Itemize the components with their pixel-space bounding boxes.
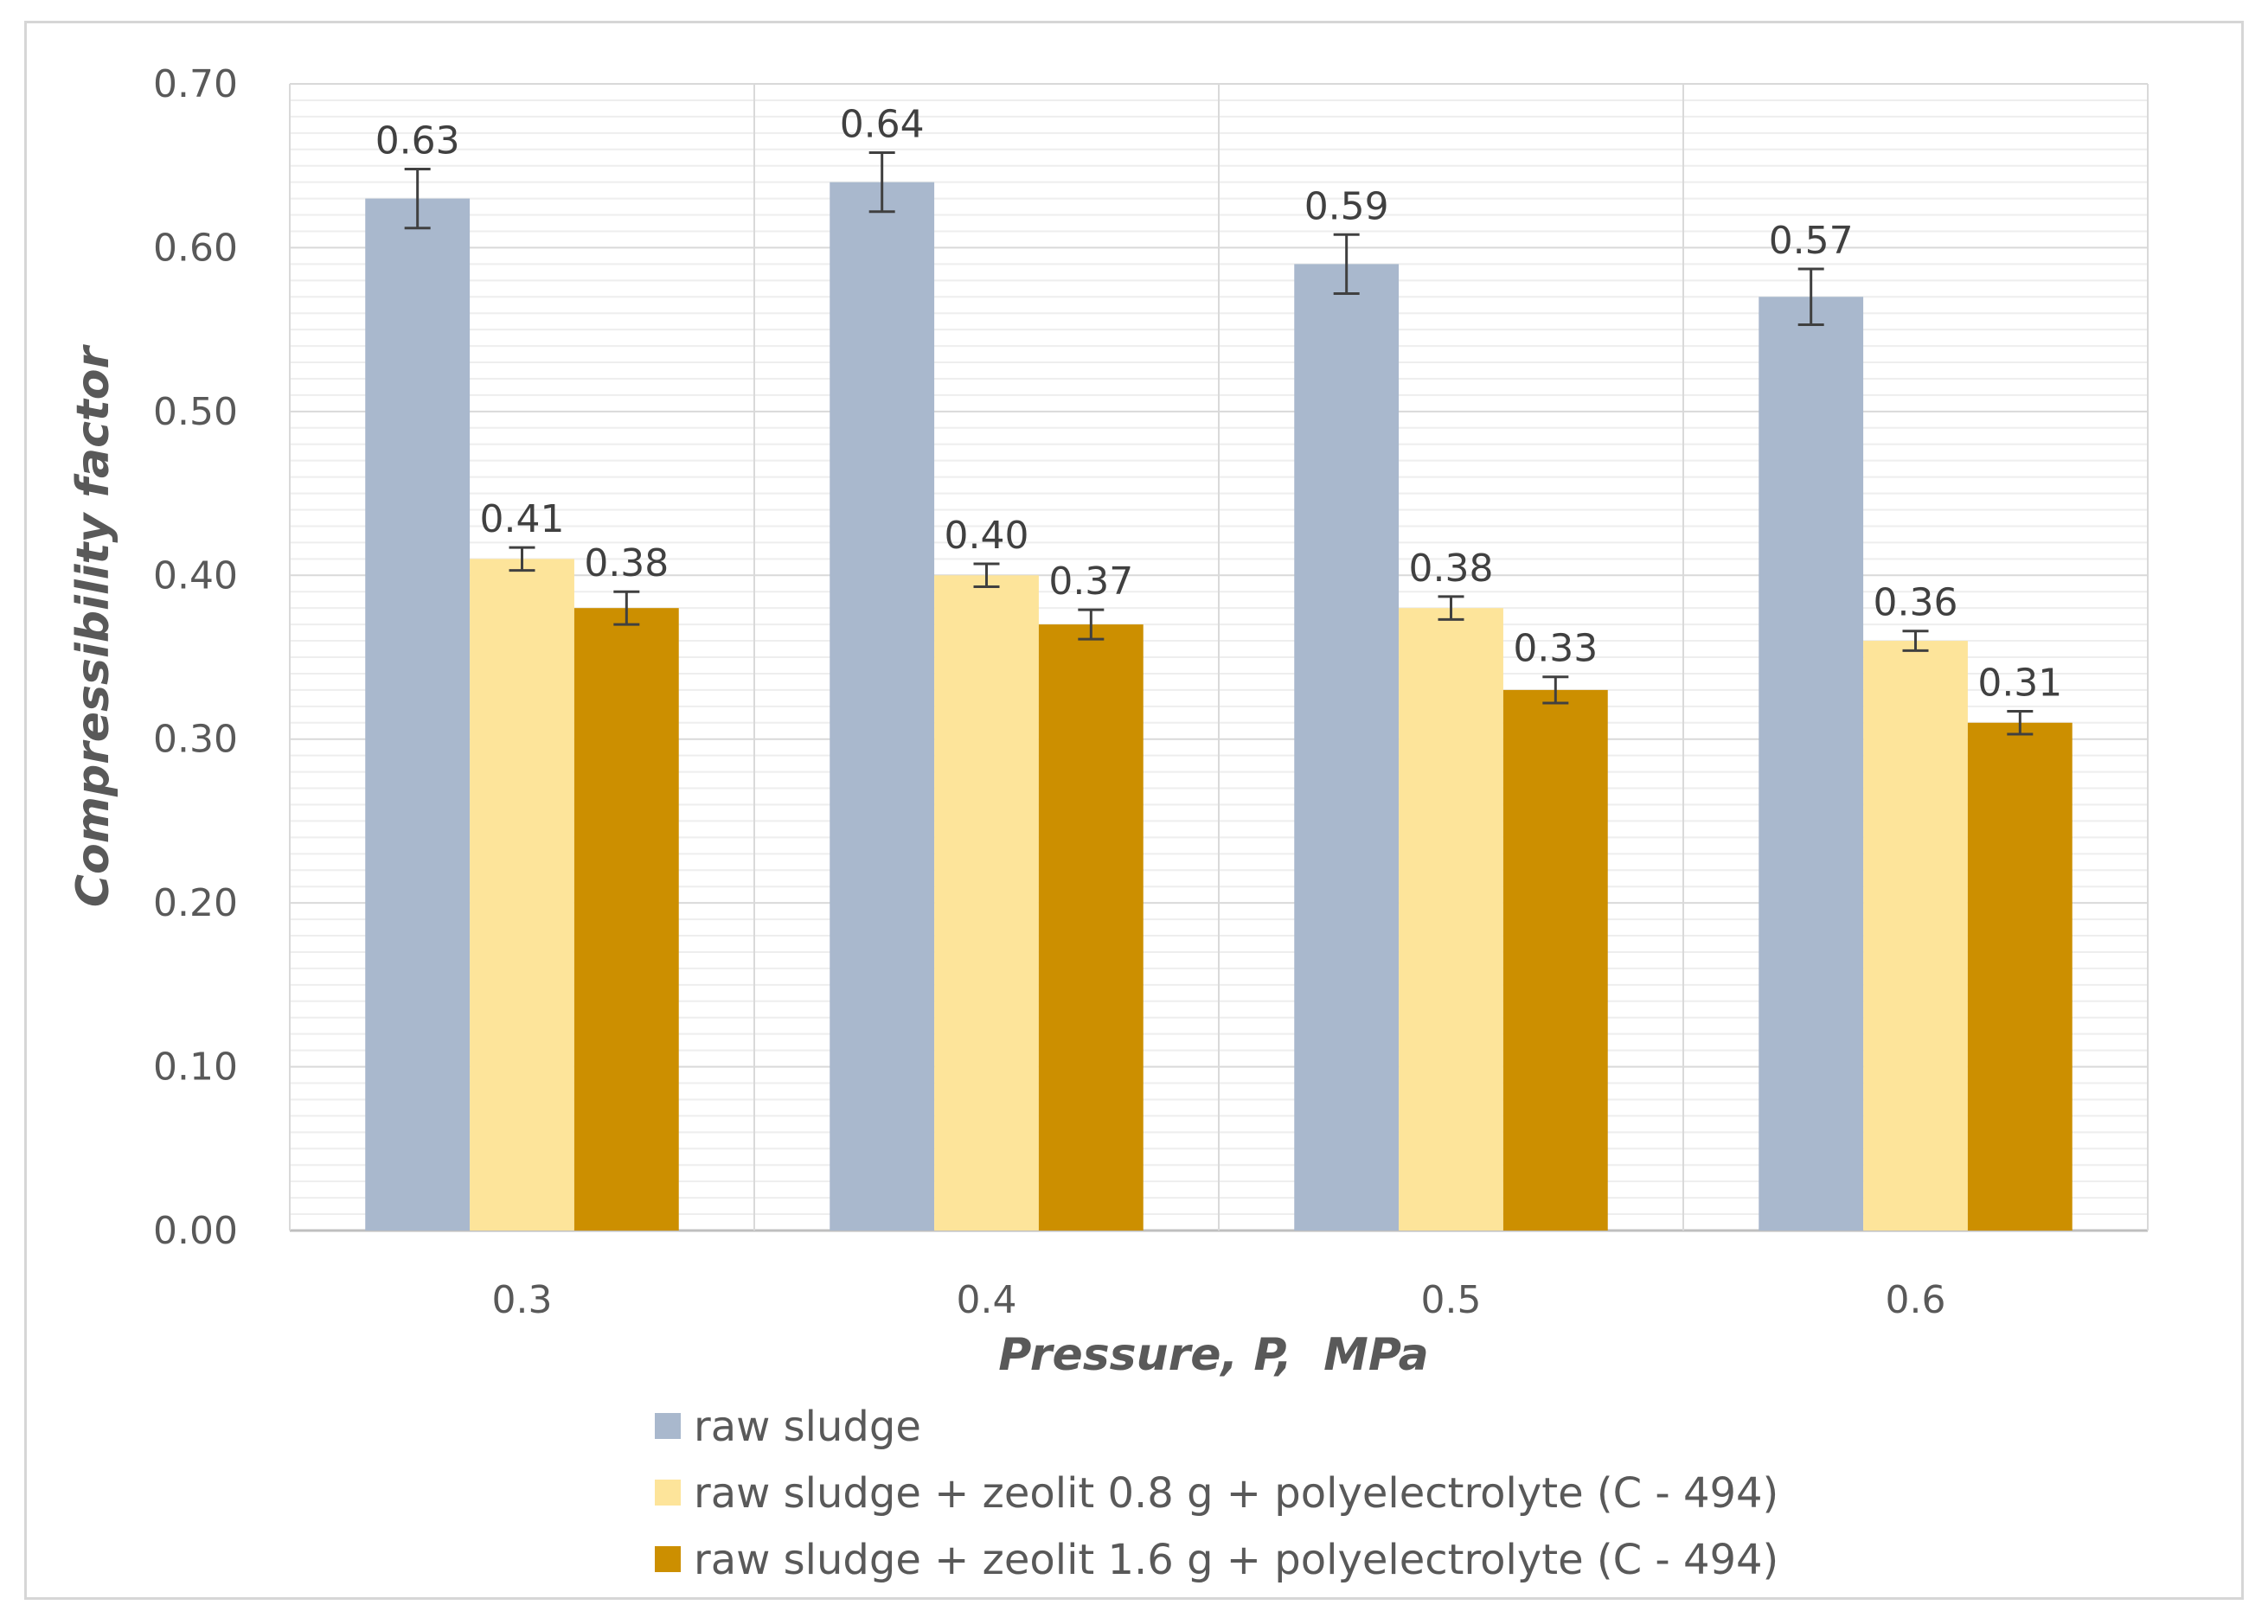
- y-tick-label: 0.00: [153, 1209, 238, 1253]
- data-label: 0.37: [1048, 559, 1133, 604]
- bar: [1502, 689, 1608, 1231]
- error-bars: [404, 151, 2034, 736]
- data-label: 0.63: [375, 119, 460, 163]
- x-tick-label: 0.6: [1886, 1278, 1946, 1322]
- bar: [470, 559, 574, 1231]
- data-label: 0.36: [1874, 581, 1958, 625]
- legend-swatch: [655, 1480, 681, 1506]
- bar: [1399, 608, 1503, 1231]
- y-tick-label: 0.20: [153, 881, 238, 925]
- x-axis-title: Pressure, P, MPa: [998, 1329, 1428, 1381]
- data-labels: 0.63 0.41 0.38 0.64 0.40 0.37 0.59 0.38 0.33 0.57…: [375, 103, 2063, 706]
- bar: [1759, 297, 1864, 1231]
- bar: [365, 198, 471, 1231]
- legend-label: raw sludge + zeolit 0.8 g + polyelectrol…: [694, 1469, 1778, 1518]
- y-axis-ticks: 0.00 0.10 0.20 0.30 0.40 0.50 0.60 0.70: [153, 62, 238, 1253]
- bar: [830, 182, 935, 1231]
- x-axis-ticks: 0.3 0.4 0.5 0.6: [492, 1278, 1946, 1322]
- bar: [1967, 722, 2073, 1231]
- legend-swatch: [655, 1413, 681, 1439]
- y-tick-label: 0.60: [153, 226, 238, 270]
- data-label: 0.38: [584, 541, 669, 585]
- bar: [1294, 264, 1400, 1231]
- bar: [934, 575, 1039, 1231]
- x-tick-label: 0.3: [492, 1278, 553, 1322]
- y-tick-label: 0.10: [153, 1045, 238, 1090]
- y-tick-label: 0.40: [153, 553, 238, 598]
- data-label: 0.38: [1409, 547, 1494, 591]
- bar: [1863, 641, 1968, 1231]
- x-tick-label: 0.5: [1421, 1278, 1482, 1322]
- bar: [1038, 624, 1144, 1231]
- legend: raw sludge raw sludge + zeolit 0.8 g + po…: [655, 1403, 1778, 1584]
- data-label: 0.64: [840, 103, 925, 147]
- data-label: 0.33: [1513, 627, 1598, 671]
- data-label: 0.31: [1977, 662, 2062, 706]
- legend-label: raw sludge: [694, 1403, 921, 1451]
- data-label: 0.57: [1769, 219, 1854, 263]
- y-tick-label: 0.70: [153, 62, 238, 106]
- legend-swatch: [655, 1546, 681, 1572]
- legend-label: raw sludge + zeolit 1.6 g + polyelectrol…: [694, 1536, 1778, 1584]
- bar: [573, 608, 679, 1231]
- y-tick-label: 0.50: [153, 390, 238, 434]
- data-label: 0.41: [480, 497, 565, 541]
- data-label: 0.40: [945, 514, 1029, 558]
- y-axis-title: Compressibility factor: [67, 344, 119, 908]
- data-label: 0.59: [1304, 184, 1389, 228]
- y-tick-label: 0.30: [153, 718, 238, 762]
- x-tick-label: 0.4: [957, 1278, 1017, 1322]
- bars: [365, 182, 2073, 1231]
